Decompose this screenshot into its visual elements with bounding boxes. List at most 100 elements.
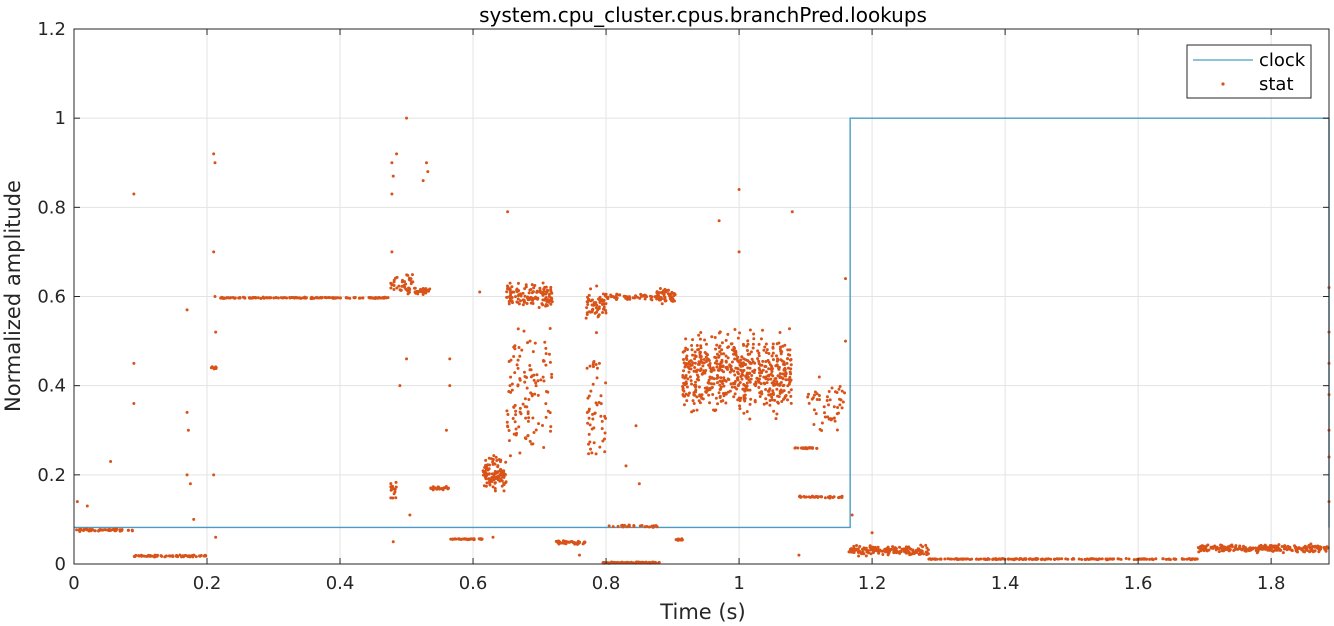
stat-point bbox=[611, 525, 615, 529]
stat-point bbox=[530, 283, 534, 287]
stat-point bbox=[1150, 557, 1154, 561]
stat-point bbox=[592, 426, 596, 430]
stat-point bbox=[748, 366, 752, 370]
stat-point bbox=[768, 363, 772, 367]
stat-point bbox=[707, 393, 711, 397]
stat-point bbox=[776, 401, 780, 405]
stat-point bbox=[692, 402, 696, 406]
stat-point bbox=[515, 431, 519, 435]
stat-point bbox=[587, 310, 591, 314]
stat-point bbox=[531, 416, 535, 420]
stat-point bbox=[516, 297, 520, 301]
stat-point bbox=[713, 355, 717, 359]
stat-point bbox=[467, 537, 471, 541]
stat-point bbox=[662, 292, 666, 296]
stat-point bbox=[544, 402, 548, 406]
stat-point bbox=[532, 286, 536, 290]
x-tick-label: 1 bbox=[733, 573, 744, 594]
stat-point bbox=[367, 296, 371, 300]
stat-point bbox=[521, 402, 525, 406]
stat-point bbox=[676, 538, 680, 542]
stat-point bbox=[210, 365, 214, 369]
stat-point bbox=[294, 295, 298, 299]
stat-point bbox=[733, 327, 737, 331]
stat-point bbox=[487, 456, 491, 460]
stat-point bbox=[510, 285, 514, 289]
stat-point bbox=[421, 286, 425, 290]
stat-point bbox=[720, 348, 724, 352]
stat-point bbox=[1280, 544, 1284, 548]
stat-point bbox=[772, 409, 776, 413]
stat-point bbox=[115, 527, 119, 531]
stat-point bbox=[603, 431, 607, 435]
stat-point bbox=[531, 350, 535, 354]
stat-point bbox=[993, 557, 997, 561]
stat-point bbox=[782, 389, 786, 393]
stat-point bbox=[715, 381, 719, 385]
stat-point bbox=[739, 358, 743, 362]
y-tick-label: 1 bbox=[55, 108, 66, 129]
stat-point bbox=[416, 292, 420, 296]
stat-point bbox=[547, 352, 551, 356]
stat-point bbox=[639, 560, 643, 564]
stat-point bbox=[521, 298, 525, 302]
stat-point bbox=[741, 364, 745, 368]
stat-point bbox=[301, 296, 305, 300]
stat-point bbox=[1032, 557, 1036, 561]
stat-point bbox=[212, 473, 216, 477]
stat-point bbox=[602, 302, 606, 306]
stat-point bbox=[585, 306, 589, 310]
stat-point bbox=[602, 305, 606, 309]
stat-point bbox=[229, 296, 233, 300]
stat-point bbox=[762, 402, 766, 406]
stat-point bbox=[1248, 546, 1252, 550]
stat-point bbox=[592, 360, 596, 364]
stat-point bbox=[903, 549, 907, 553]
stat-point bbox=[361, 296, 365, 300]
stat-point bbox=[542, 288, 546, 292]
stat-point bbox=[684, 337, 688, 341]
stat-point bbox=[590, 451, 594, 455]
stat-point bbox=[825, 395, 829, 399]
stat-point bbox=[82, 527, 86, 531]
stat-point bbox=[589, 299, 593, 303]
stat-point bbox=[536, 297, 539, 301]
stat-point bbox=[632, 524, 636, 528]
stat-point bbox=[748, 380, 752, 384]
stat-point bbox=[779, 358, 783, 362]
clock-series bbox=[74, 117, 1330, 529]
stat-point bbox=[89, 528, 93, 532]
stat-point bbox=[171, 555, 175, 559]
stat-point bbox=[761, 328, 765, 332]
stat-point bbox=[1202, 549, 1206, 553]
stat-point bbox=[1309, 546, 1313, 550]
stat-point bbox=[528, 339, 532, 343]
stat-point bbox=[916, 547, 920, 551]
stat-point bbox=[812, 408, 816, 412]
stat-point bbox=[506, 424, 510, 428]
stat-point bbox=[494, 455, 498, 459]
stat-point bbox=[780, 376, 784, 380]
stat-point bbox=[527, 291, 531, 295]
stat-point bbox=[593, 301, 597, 305]
stat-point bbox=[522, 329, 526, 333]
stat-point bbox=[764, 342, 768, 346]
stat-point bbox=[764, 388, 768, 392]
stat-point bbox=[1108, 557, 1112, 561]
stat-point bbox=[663, 295, 667, 299]
stat-point bbox=[781, 372, 785, 376]
stat-point bbox=[779, 381, 783, 385]
stat-point bbox=[724, 354, 728, 358]
stat-point bbox=[806, 395, 810, 399]
stat-point bbox=[481, 469, 485, 473]
stat-point bbox=[588, 440, 592, 444]
stat-point bbox=[724, 338, 728, 342]
stat-point bbox=[533, 284, 537, 288]
stat-point bbox=[1132, 558, 1136, 562]
stat-point bbox=[404, 282, 408, 286]
stat-point bbox=[895, 549, 899, 553]
stat-point bbox=[726, 356, 730, 360]
stat-point bbox=[1322, 545, 1326, 549]
stat-point bbox=[403, 280, 407, 284]
stat-point bbox=[132, 402, 136, 405]
